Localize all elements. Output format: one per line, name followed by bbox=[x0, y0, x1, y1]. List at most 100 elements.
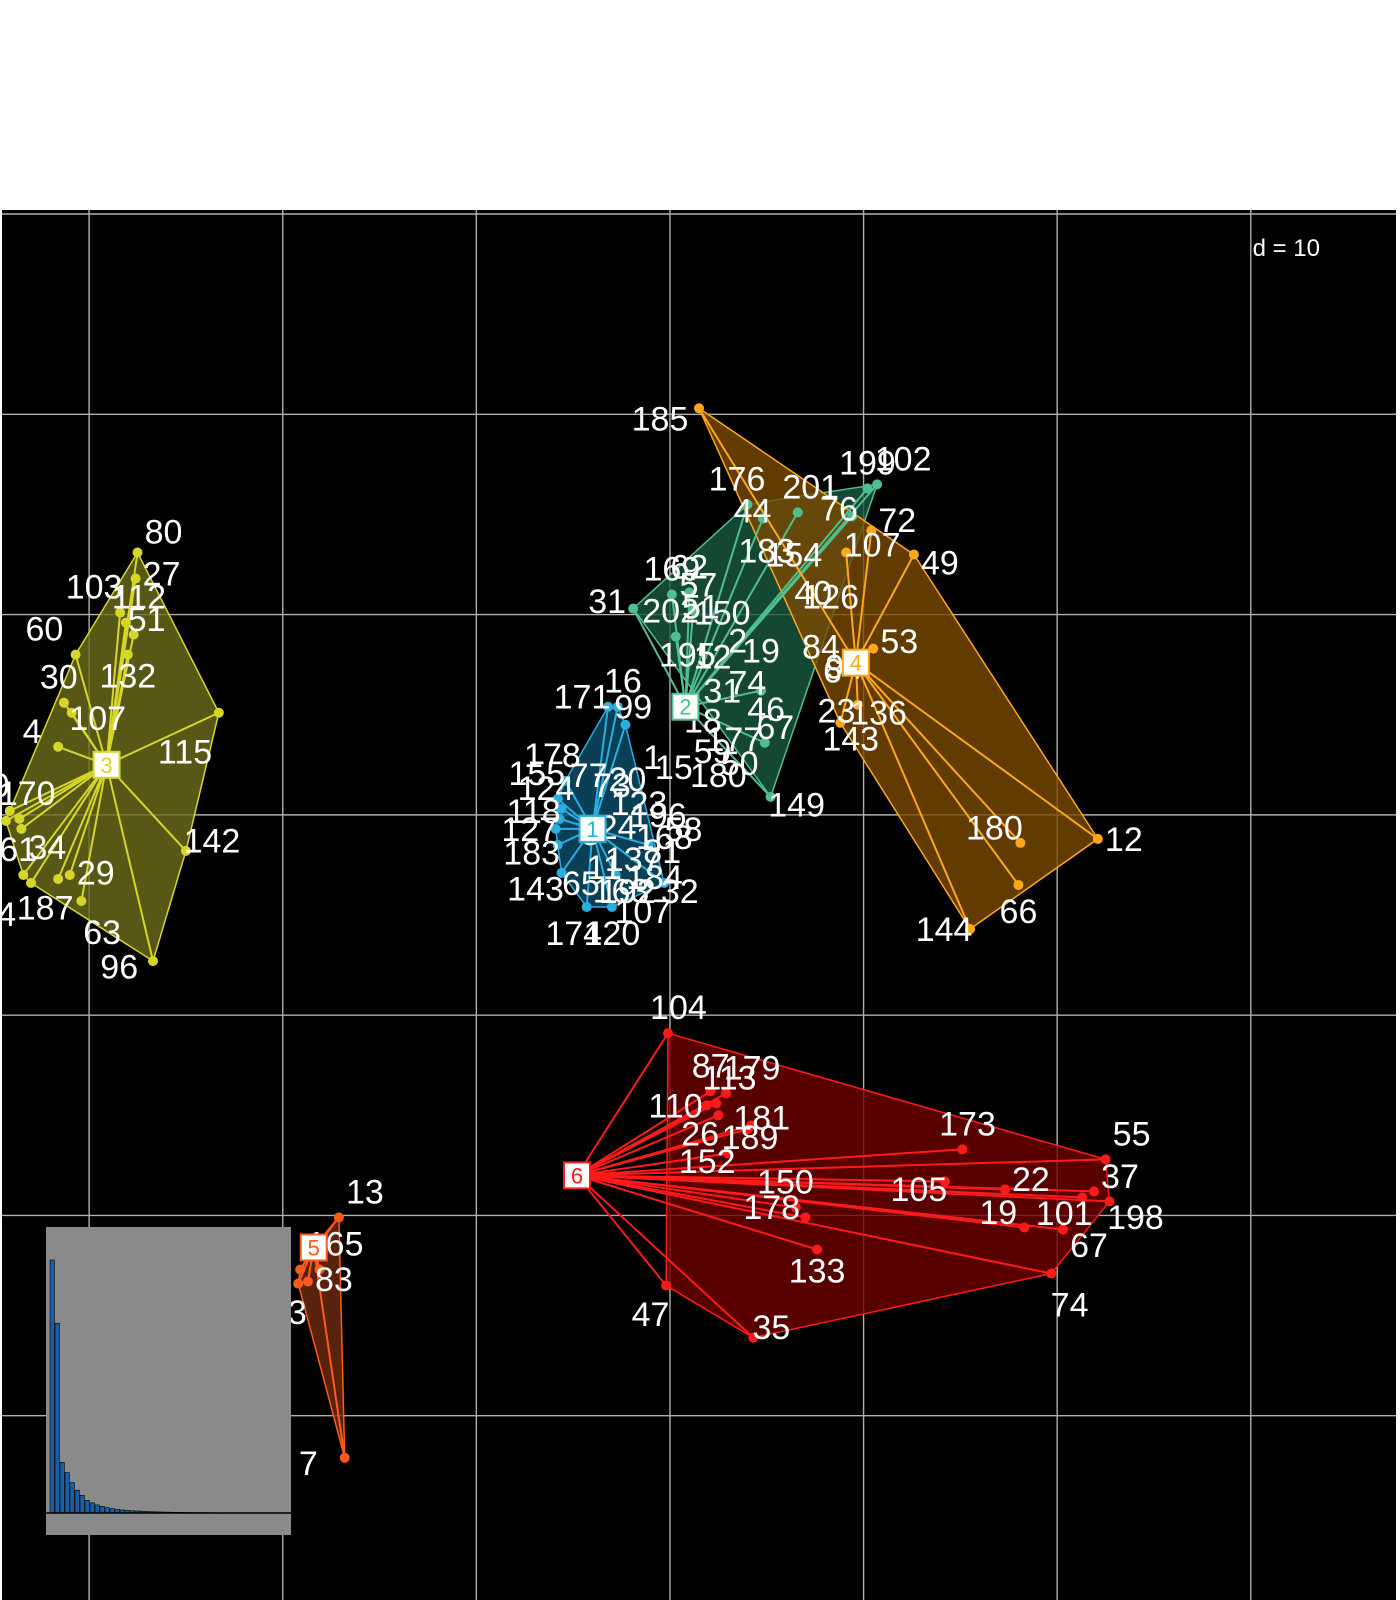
group-1-spoke bbox=[591, 724, 627, 830]
point-label-76: 76 bbox=[820, 491, 858, 529]
group-5-centroid-box: 5 bbox=[299, 1233, 328, 1262]
group-2-spoke bbox=[684, 511, 799, 708]
point-label-94: 94 bbox=[0, 896, 16, 934]
point-label-19: 19 bbox=[979, 1194, 1017, 1232]
point-label-150: 150 bbox=[757, 1163, 814, 1201]
point-19 bbox=[1019, 1222, 1030, 1233]
crowded-label: 137 bbox=[605, 841, 662, 879]
point-51 bbox=[128, 629, 139, 640]
point-149 bbox=[765, 791, 776, 802]
point-label-142: 142 bbox=[184, 823, 241, 861]
point-178 bbox=[800, 1212, 811, 1223]
group-3-spoke bbox=[105, 612, 122, 765]
point-label-163: 163 bbox=[593, 873, 650, 911]
point-187 bbox=[53, 873, 64, 884]
point-label-67b: 67 bbox=[756, 709, 794, 747]
inset-bar bbox=[79, 1494, 85, 1514]
group-3-spoke bbox=[20, 763, 108, 830]
group-3-spoke bbox=[30, 764, 108, 884]
point-label-178b: 178 bbox=[524, 737, 581, 775]
crowded-label: 65 bbox=[562, 865, 600, 903]
group-3-spoke bbox=[74, 654, 108, 766]
point-37 bbox=[1088, 1186, 1099, 1197]
crowded-label: 58 bbox=[665, 811, 703, 849]
point-174 bbox=[581, 902, 592, 913]
point-label-112: 112 bbox=[112, 579, 166, 617]
point-label-16: 16 bbox=[604, 663, 642, 701]
point-label-199: 199 bbox=[839, 444, 896, 482]
point-173 bbox=[957, 1144, 968, 1155]
point-label-57: 57 bbox=[679, 567, 717, 605]
point-62 bbox=[684, 587, 695, 598]
point-168 bbox=[643, 839, 654, 850]
point-label-178: 178 bbox=[743, 1189, 800, 1227]
group-2-spoke bbox=[684, 610, 695, 707]
group-2-centroid-marker bbox=[671, 692, 700, 721]
point-53b bbox=[868, 643, 879, 654]
point-60 bbox=[70, 649, 81, 660]
point-150 bbox=[790, 1202, 801, 1213]
inset-bar bbox=[89, 1502, 95, 1514]
group-5-centroid-label: 5 bbox=[308, 1235, 320, 1260]
crowded-label: 1 bbox=[643, 739, 662, 777]
group-4-spoke bbox=[845, 552, 857, 663]
point-144 bbox=[965, 924, 976, 935]
point-label-113: 113 bbox=[702, 1059, 756, 1097]
crowded-label: 73 bbox=[593, 767, 631, 805]
point-label-61: 61 bbox=[0, 831, 37, 869]
group-2-spoke bbox=[632, 608, 687, 708]
point-label-49: 49 bbox=[921, 544, 959, 582]
point-label-34: 34 bbox=[28, 829, 66, 867]
point-label-179: 179 bbox=[724, 1049, 781, 1087]
crowded-label: 196 bbox=[630, 797, 687, 835]
point-label-120: 120 bbox=[584, 915, 641, 953]
point-label-189: 189 bbox=[722, 1119, 779, 1157]
group-4-hull bbox=[697, 406, 1099, 931]
point-49 bbox=[908, 549, 919, 560]
inset-bar bbox=[49, 1259, 55, 1514]
point-label-173: 173 bbox=[939, 1105, 996, 1143]
point-67 bbox=[1057, 1224, 1068, 1235]
group-3-spoke bbox=[105, 764, 154, 962]
point-136 bbox=[852, 699, 863, 710]
point-88 bbox=[295, 1264, 306, 1275]
point-label-115: 115 bbox=[158, 734, 212, 772]
data-points bbox=[0, 403, 1115, 1463]
group-1-centroid-label: 1 bbox=[586, 817, 598, 842]
point-152 bbox=[723, 1148, 734, 1159]
crowded-label: 11 bbox=[586, 849, 621, 887]
group-6-spoke bbox=[576, 1090, 712, 1177]
point-13 bbox=[333, 1212, 344, 1223]
group-3-spoke bbox=[9, 763, 107, 812]
group-4-spoke bbox=[854, 662, 971, 930]
point-label-171: 171 bbox=[554, 678, 611, 716]
point-label-4: 4 bbox=[23, 713, 42, 751]
point-127 bbox=[550, 823, 561, 834]
point-94 bbox=[26, 877, 37, 888]
group-4-spoke bbox=[855, 661, 1099, 840]
group-3-spoke bbox=[68, 764, 108, 876]
group-2-spoke bbox=[684, 706, 772, 798]
group-3-spoke bbox=[57, 764, 108, 880]
group-3-spoke bbox=[5, 763, 108, 822]
point-103 bbox=[115, 607, 126, 618]
point-label-155: 155 bbox=[508, 755, 565, 793]
point-67b bbox=[759, 737, 770, 748]
group-4-spoke bbox=[854, 530, 873, 663]
point-label-32: 32 bbox=[661, 873, 699, 911]
group-6-spoke bbox=[576, 1128, 748, 1177]
group-6-spoke bbox=[576, 1114, 719, 1177]
crowded-label: 2 bbox=[728, 623, 747, 661]
point-label-180: 180 bbox=[966, 809, 1023, 847]
point-31 bbox=[628, 603, 639, 614]
point-label-169: 169 bbox=[644, 551, 701, 589]
point-label-35: 35 bbox=[752, 1309, 790, 1347]
point-label-183: 183 bbox=[503, 835, 560, 873]
inset-bar bbox=[74, 1489, 80, 1514]
group-6-spoke bbox=[576, 1158, 1106, 1177]
point-74 bbox=[1046, 1268, 1057, 1279]
point-85 bbox=[0, 815, 11, 826]
point-label-55: 55 bbox=[1113, 1115, 1151, 1153]
point-72 bbox=[866, 525, 877, 536]
